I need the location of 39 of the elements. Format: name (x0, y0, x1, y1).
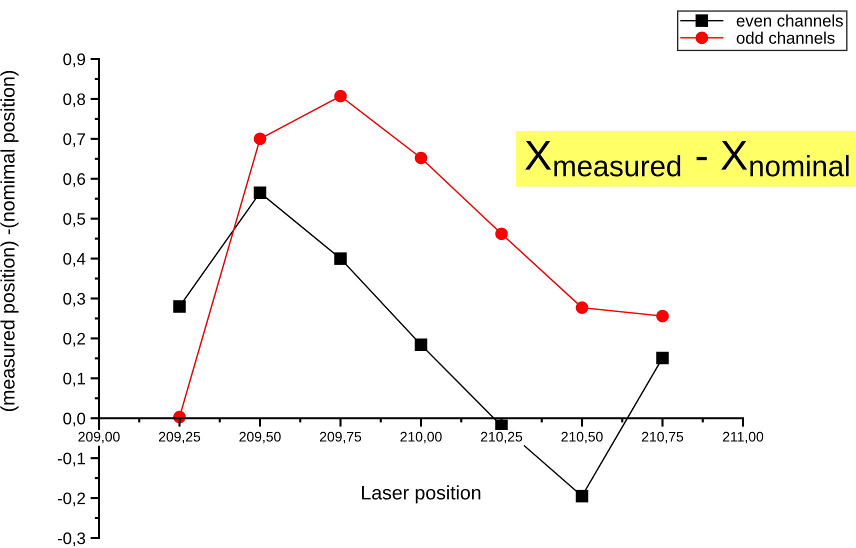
point (414, 152, 428, 164)
x-tick-label: 210,75 (642, 432, 684, 444)
point (656, 310, 669, 322)
y-tick-label: 0,6 (63, 173, 86, 187)
y-tick-label: 0,3 (63, 292, 86, 307)
x-tick-label: 210,50 (561, 432, 603, 444)
y-tick-label: 0,2 (63, 332, 85, 347)
y-axis-title: (measured position) -(nomimal position) (0, 70, 18, 412)
point (334, 252, 347, 265)
legend-label: even channels (736, 14, 843, 27)
y-tick-label: -0,2 (58, 492, 85, 506)
y-tick-label: 0,9 (63, 53, 86, 68)
annotation: X$_{measured}$ - X$_{nominal}$ (525, 140, 849, 176)
x-tick-label: 211,00 (722, 432, 764, 444)
x-tick-label: 209,00 (78, 432, 120, 444)
y-tick-label: 0,4 (63, 252, 86, 267)
y-tick-label: -0,3 (58, 532, 86, 546)
x-tick-label: 210,00 (400, 432, 442, 444)
point (254, 132, 266, 146)
point (414, 338, 428, 352)
y-tick-label: 0,1 (63, 372, 85, 387)
x-tick-label: 209,75 (320, 432, 362, 444)
y-tick-label: 0,8 (63, 93, 86, 108)
x-axis-title: Laser position (362, 485, 480, 504)
point (173, 300, 186, 313)
y-tick-label: 0,5 (63, 213, 86, 227)
point (495, 228, 508, 240)
x-tick-label: 209,50 (239, 432, 281, 444)
x-tick-label: 209,25 (158, 432, 200, 444)
y-tick-label: 0,0 (63, 412, 86, 426)
legend-label: odd channels (736, 32, 835, 44)
point (254, 186, 266, 199)
point (334, 90, 347, 102)
point (576, 301, 588, 314)
y-tick-label: 0,7 (63, 133, 85, 148)
x-tick-label: 210,25 (480, 432, 522, 444)
point (656, 352, 669, 364)
y-tick-label: -0,1 (58, 452, 85, 466)
point (576, 490, 588, 502)
